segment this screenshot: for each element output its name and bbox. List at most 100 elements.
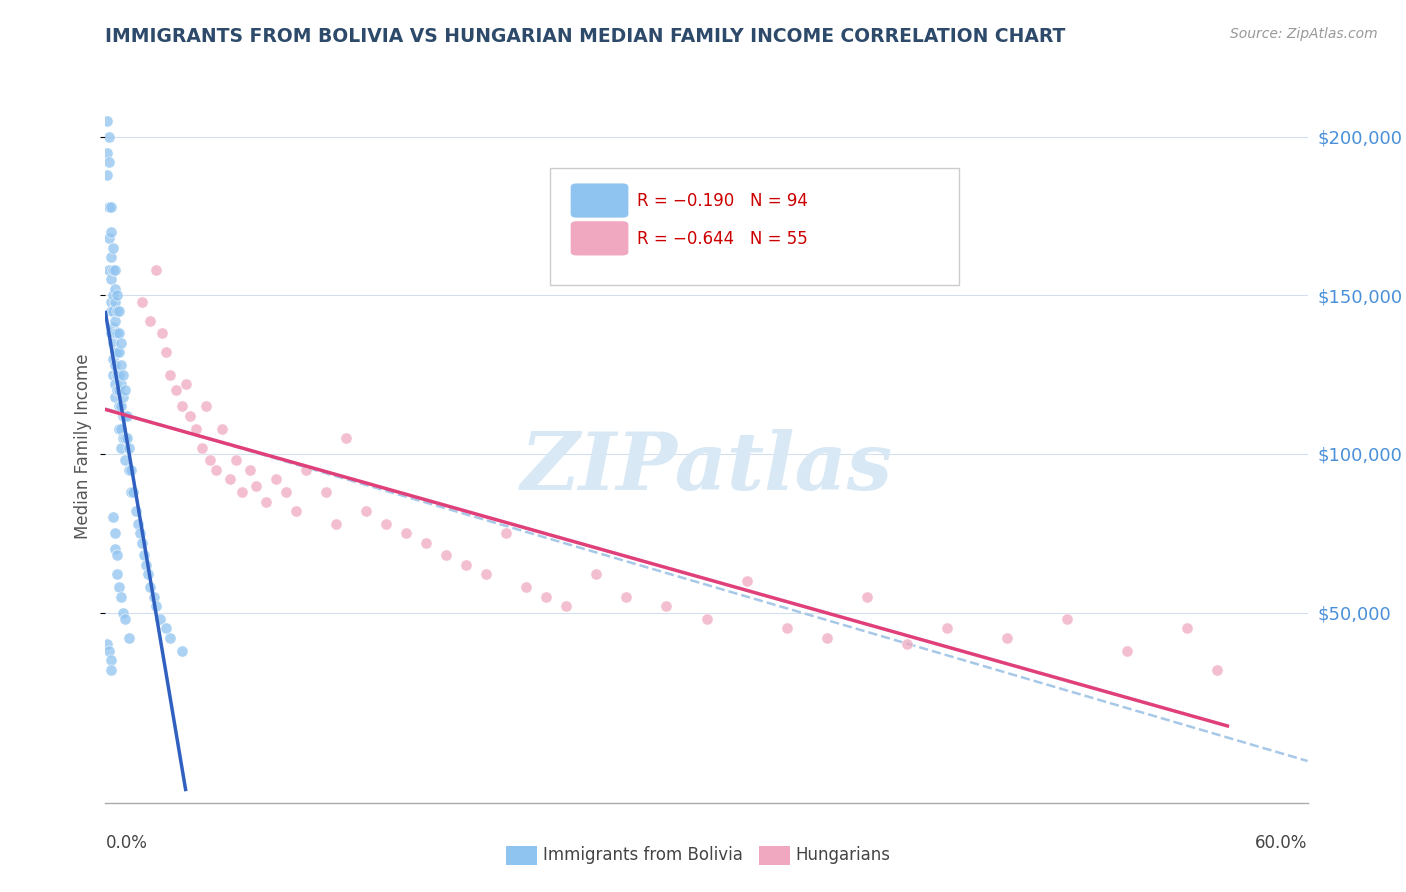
Point [104, 377, 127, 392]
Text: Immigrants from Bolivia: Immigrants from Bolivia [543, 847, 742, 864]
Point [96, 114, 118, 128]
Point [96, 168, 118, 182]
Point [128, 526, 150, 541]
Point [1116, 643, 1139, 657]
Point [555, 599, 578, 614]
Point [855, 590, 877, 604]
Point [103, 241, 125, 255]
Point [110, 400, 132, 414]
Point [103, 335, 125, 350]
Point [96, 145, 118, 160]
Point [100, 663, 122, 677]
Point [170, 643, 193, 657]
Point [127, 516, 149, 531]
Point [142, 590, 165, 604]
Point [159, 631, 181, 645]
Point [135, 558, 157, 572]
Point [284, 504, 307, 518]
Text: ZIPatlas: ZIPatlas [520, 429, 893, 506]
Point [104, 390, 127, 404]
Point [107, 549, 129, 563]
Point [112, 368, 135, 382]
Point [995, 631, 1018, 645]
Point [231, 485, 253, 500]
Text: Hungarians: Hungarians [796, 847, 891, 864]
Point [225, 453, 247, 467]
Point [103, 510, 125, 524]
Point [112, 431, 135, 445]
Point [114, 384, 136, 398]
Point [475, 567, 498, 582]
Point [98, 231, 121, 245]
Point [100, 294, 122, 309]
Text: R = −0.190   N = 94: R = −0.190 N = 94 [637, 192, 807, 210]
Point [110, 377, 132, 392]
Point [108, 580, 131, 594]
Point [434, 549, 457, 563]
Point [107, 567, 129, 582]
Point [274, 485, 297, 500]
Point [190, 441, 212, 455]
Point [245, 478, 267, 492]
Text: IMMIGRANTS FROM BOLIVIA VS HUNGARIAN MEDIAN FAMILY INCOME CORRELATION CHART: IMMIGRANTS FROM BOLIVIA VS HUNGARIAN MED… [105, 27, 1066, 45]
Point [104, 294, 127, 309]
Point [108, 400, 131, 414]
Point [107, 304, 129, 318]
Point [495, 526, 517, 541]
Point [112, 409, 135, 423]
Point [107, 288, 129, 302]
Point [107, 326, 129, 341]
Point [103, 304, 125, 318]
Point [98, 129, 121, 144]
Point [155, 621, 177, 635]
Point [103, 320, 125, 334]
Point [1177, 621, 1199, 635]
Point [145, 263, 167, 277]
Point [100, 250, 122, 264]
Point [585, 567, 607, 582]
Point [218, 472, 240, 486]
Point [131, 535, 153, 549]
Point [170, 400, 193, 414]
Point [98, 200, 121, 214]
Point [936, 621, 959, 635]
Point [150, 326, 173, 341]
Text: Source: ZipAtlas.com: Source: ZipAtlas.com [1230, 27, 1378, 41]
Point [100, 326, 122, 341]
Point [534, 590, 557, 604]
Point [138, 580, 160, 594]
Point [696, 612, 718, 626]
Point [100, 272, 122, 286]
Point [114, 612, 136, 626]
Point [1206, 663, 1229, 677]
Point [117, 409, 139, 423]
Point [112, 606, 135, 620]
Point [108, 326, 131, 341]
Point [100, 200, 122, 214]
Point [325, 516, 347, 531]
Point [132, 549, 155, 563]
Point [454, 558, 477, 572]
Point [103, 288, 125, 302]
Point [96, 637, 118, 651]
Point [100, 225, 122, 239]
Point [776, 621, 799, 635]
Point [107, 345, 129, 359]
Point [104, 326, 127, 341]
Point [110, 335, 132, 350]
Point [121, 463, 143, 477]
Point [100, 304, 122, 318]
Point [104, 345, 127, 359]
Point [114, 453, 136, 467]
Point [179, 409, 201, 423]
Point [204, 463, 226, 477]
Point [148, 612, 170, 626]
Text: 0.0%: 0.0% [105, 834, 148, 852]
Point [896, 637, 918, 651]
Point [108, 345, 131, 359]
Point [735, 574, 758, 588]
Point [104, 282, 127, 296]
Point [131, 294, 153, 309]
Point [254, 494, 277, 508]
FancyBboxPatch shape [571, 221, 628, 255]
